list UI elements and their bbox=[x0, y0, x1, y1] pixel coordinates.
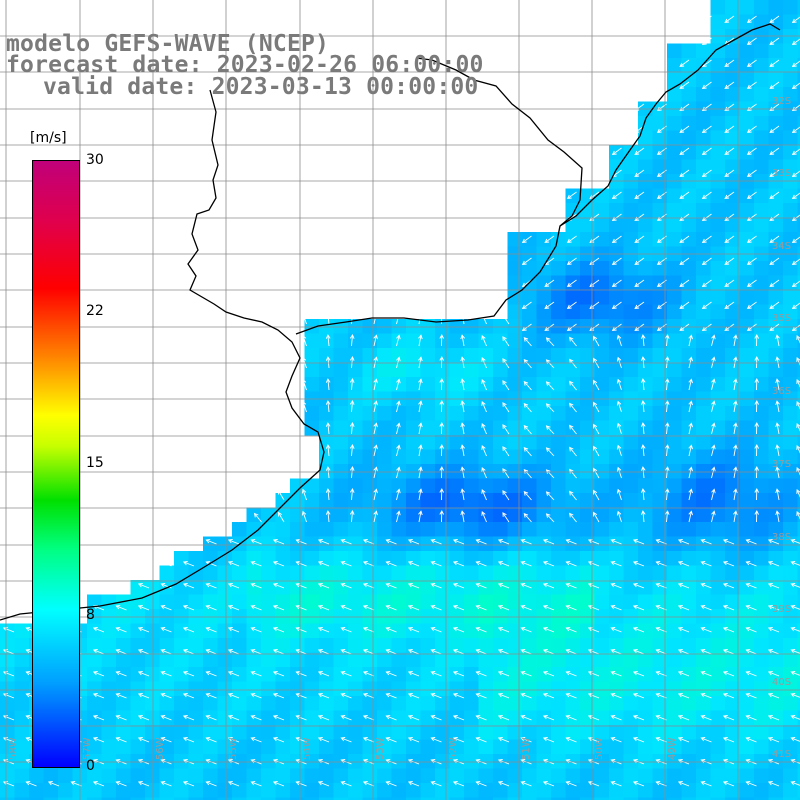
lon-label: 50W bbox=[594, 737, 605, 760]
lat-label: 36S bbox=[772, 386, 791, 397]
lat-label: 32S bbox=[772, 96, 791, 107]
lat-label: 35S bbox=[772, 313, 791, 324]
lon-label: 54W bbox=[302, 737, 313, 760]
lat-label: 37S bbox=[772, 459, 791, 470]
valid-date: valid date: 2023-03-13 00:00:00 bbox=[43, 74, 479, 100]
lon-label: 51W bbox=[521, 737, 532, 760]
lat-label: 33S bbox=[772, 168, 791, 179]
colorbar-tick-30: 30 bbox=[86, 152, 104, 168]
wind-arrows bbox=[2, 15, 800, 787]
lat-label: 38S bbox=[772, 532, 791, 543]
colorbar bbox=[32, 160, 80, 768]
colorbar-tick-0: 0 bbox=[86, 758, 95, 774]
coastline-east bbox=[559, 23, 781, 227]
lon-label: 55W bbox=[228, 737, 239, 760]
lon-label: 53W bbox=[375, 737, 386, 760]
lon-label: 58W bbox=[8, 737, 19, 760]
lon-label: 57W bbox=[82, 737, 93, 760]
lat-label: 39S bbox=[772, 604, 791, 615]
lat-labels: 32S 33S 34S 35S 36S 37S 38S 39S 40S 41S bbox=[772, 96, 791, 760]
forecast-date: forecast date: 2023-02-26 06:00:00 bbox=[6, 52, 484, 78]
lon-label: 56W bbox=[155, 737, 166, 760]
colorbar-unit: [m/s] bbox=[30, 130, 67, 146]
lat-label: 41S bbox=[772, 749, 791, 760]
lat-label: 40S bbox=[772, 677, 791, 688]
coastline bbox=[0, 89, 325, 621]
lon-label: 52W bbox=[448, 737, 459, 760]
colorbar-tick-15: 15 bbox=[86, 455, 104, 471]
colorbar-tick-8: 8 bbox=[86, 607, 95, 623]
lat-label: 34S bbox=[772, 241, 791, 252]
model-title: modelo GEFS-WAVE (NCEP) bbox=[6, 31, 330, 57]
colorbar-tick-22: 22 bbox=[86, 303, 104, 319]
lon-label: 49W bbox=[667, 737, 678, 760]
